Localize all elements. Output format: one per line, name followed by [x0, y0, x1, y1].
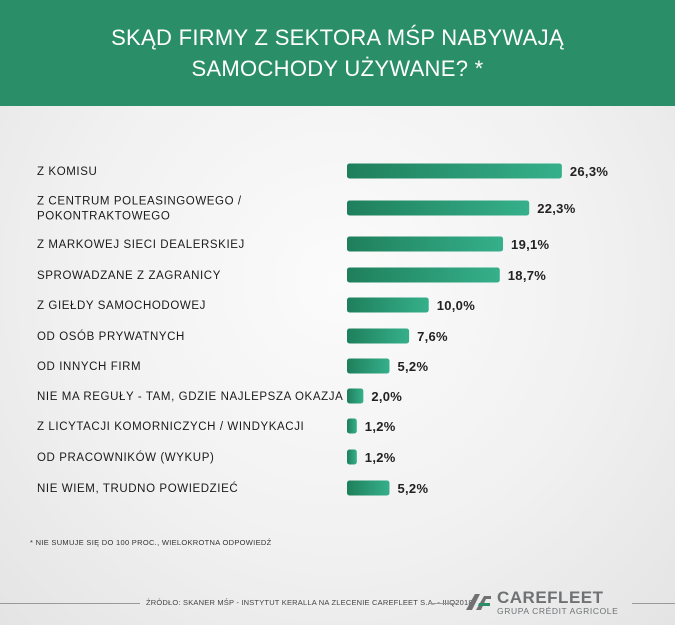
- bar: [347, 200, 530, 216]
- chart-title-line-2: SAMOCHODY UŻYWANE? *: [191, 56, 484, 81]
- category-label: OD OSÓB PRYWATNYCH: [37, 330, 185, 343]
- bar: [347, 388, 364, 404]
- header-banner: SKĄD FIRMY Z SEKTORA MŚP NABYWAJĄ SAMOCH…: [0, 0, 675, 106]
- category-label: Z LICYTACJI KOMORNICZYCH / WINDYKACJI: [37, 421, 304, 433]
- bar: [347, 297, 429, 313]
- value-label: 5,2%: [397, 481, 428, 496]
- value-label: 18,7%: [508, 268, 547, 283]
- value-label: 2,0%: [371, 389, 402, 404]
- logo-subtitle: GRUPA CRÉDIT AGRICOLE: [497, 605, 619, 616]
- bar: [347, 163, 562, 179]
- bar: [347, 480, 390, 496]
- credit-agricole-logo-icon: [466, 594, 491, 610]
- footnote: * NIE SUMUJE SIĘ DO 100 PROC., WIELOKROT…: [30, 538, 272, 547]
- footer-divider-right: [632, 603, 675, 604]
- bar: [347, 358, 390, 374]
- category-label: Z GIEŁDY SAMOCHODOWEJ: [37, 300, 206, 312]
- category-label: OD INNYCH FIRM: [37, 361, 141, 373]
- category-label: OD PRACOWNIKÓW (WYKUP): [37, 451, 214, 464]
- category-label: Z CENTRUM POLEASINGOWEGO / POKONTRAKTOWEG…: [37, 196, 242, 223]
- value-label: 7,6%: [417, 329, 448, 344]
- category-label: SPROWADZANE Z ZAGRANICY: [37, 270, 221, 282]
- bar: [347, 267, 500, 283]
- value-label: 26,3%: [570, 164, 609, 179]
- value-label: 5,2%: [397, 359, 428, 374]
- carefleet-logo: CAREFLEET GRUPA CRÉDIT AGRICOLE: [463, 587, 618, 617]
- logo-brand: CAREFLEET: [497, 587, 604, 607]
- value-label: 10,0%: [437, 298, 476, 313]
- value-label: 22,3%: [537, 201, 576, 216]
- footer-divider-left: [0, 603, 140, 604]
- category-label: Z KOMISU: [37, 166, 97, 178]
- value-label: 1,2%: [365, 419, 396, 434]
- category-label: Z MARKOWEJ SIECI DEALERSKIEJ: [37, 239, 245, 251]
- value-label: 1,2%: [365, 450, 396, 465]
- category-label: NIE MA REGUŁY - TAM, GDZIE NAJLEPSZA OKA…: [37, 391, 343, 403]
- bar: [347, 449, 357, 465]
- bar: [347, 236, 504, 252]
- category-label: NIE WIEM, TRUDNO POWIEDZIEĆ: [37, 482, 238, 495]
- footer-divider-mid: [428, 603, 456, 604]
- source-note: ŹRÓDŁO: SKANER MŚP - INSTYTUT KERALLA NA…: [146, 598, 473, 607]
- bar: [347, 418, 357, 434]
- value-label: 19,1%: [511, 237, 550, 252]
- chart-title-line-1: SKĄD FIRMY Z SEKTORA MŚP NABYWAJĄ: [111, 25, 564, 50]
- bar: [347, 328, 410, 344]
